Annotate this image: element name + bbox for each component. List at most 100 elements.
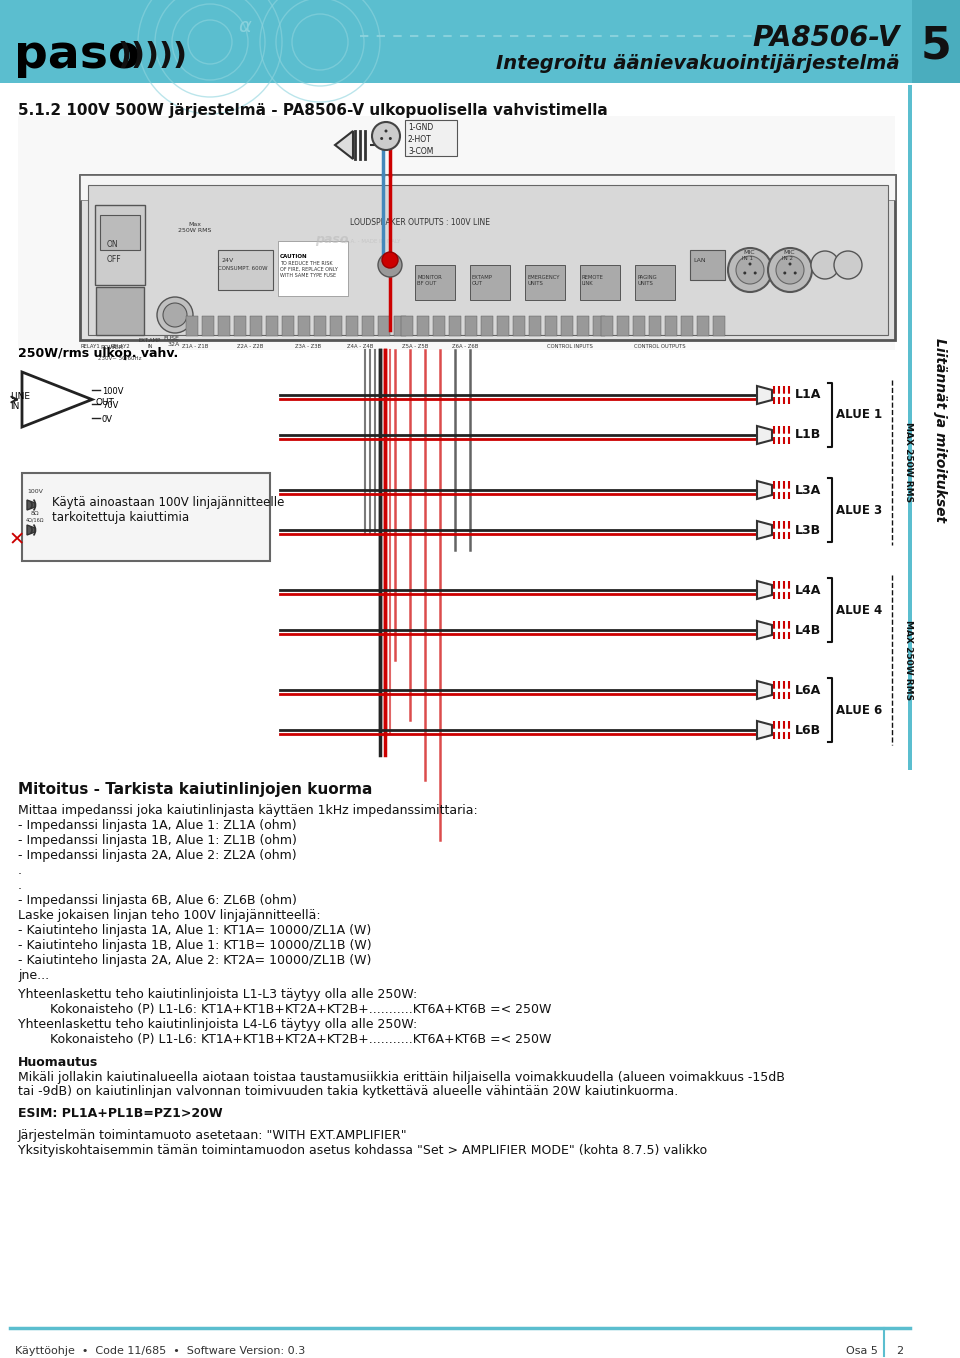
Text: - Impedanssi linjasta 1B, Alue 1: ZL1B (ohm): - Impedanssi linjasta 1B, Alue 1: ZL1B (… [18,834,297,847]
Polygon shape [757,621,772,640]
Bar [282,316,294,335]
Circle shape [378,253,402,277]
Bar [330,316,342,335]
Text: 5.1.2 100V 500W järjestelmä - PA8506-V ulkopuolisella vahvistimella: 5.1.2 100V 500W järjestelmä - PA8506-V u… [18,103,608,118]
Text: Yhteenlaskettu teho kaiutinlinjoista L1-L3 täytyy olla alle 250W:: Yhteenlaskettu teho kaiutinlinjoista L1-… [18,989,418,1001]
Bar [449,316,461,335]
Text: Yhteenlaskettu teho kaiutinlinjoista L4-L6 täytyy olla alle 250W:: Yhteenlaskettu teho kaiutinlinjoista L4-… [18,1018,418,1031]
Circle shape [768,249,812,292]
Text: L6B: L6B [795,724,821,736]
Bar [681,316,693,335]
Text: Max
250W RMS: Max 250W RMS [179,223,212,234]
Text: Käytä ainoastaan 100V linjajännitteelle: Käytä ainoastaan 100V linjajännitteelle [52,496,284,509]
Bar [697,316,709,335]
Text: MIC: MIC [783,250,795,255]
Text: 250W/rms ulkop. vahv.: 250W/rms ulkop. vahv. [18,348,179,360]
Text: L4B: L4B [795,623,821,637]
Text: - Impedanssi linjasta 6B, Alue 6: ZL6B (ohm): - Impedanssi linjasta 6B, Alue 6: ZL6B (… [18,894,297,907]
Text: 230V~ 50/60Hz: 230V~ 50/60Hz [98,354,141,360]
Text: PA8506-V: PA8506-V [753,24,900,52]
Text: Z4A - Z4B: Z4A - Z4B [347,344,373,349]
Bar [593,316,605,335]
Text: Yksityiskohtaisemmin tämän toimintamuodon asetus kohdassa "Set > AMPLIFIER MODE": Yksityiskohtaisemmin tämän toimintamuodo… [18,1143,708,1157]
Bar [497,316,509,335]
Bar [218,250,273,291]
Bar [525,265,565,300]
Text: REMOTE
LINK: REMOTE LINK [582,276,604,285]
Bar [912,0,960,83]
Text: 5: 5 [921,24,951,68]
Bar [346,316,358,335]
Circle shape [380,137,383,140]
Text: Z2A - Z2B: Z2A - Z2B [237,344,263,349]
Bar [513,316,525,335]
Bar [80,175,895,340]
Text: OFF: OFF [107,255,122,263]
Text: 3-COM: 3-COM [408,147,433,156]
Text: 0V: 0V [102,416,113,425]
Polygon shape [22,372,92,426]
Bar [908,86,912,770]
Bar [415,265,455,300]
Text: 100V: 100V [102,387,124,397]
Text: Huomautus: Huomautus [18,1057,98,1069]
Text: MONITOR
BF OUT: MONITOR BF OUT [417,276,442,285]
Bar [186,316,198,335]
Text: LINE: LINE [10,392,30,401]
Bar [250,316,262,335]
Polygon shape [757,481,772,498]
Text: ✕: ✕ [9,531,25,550]
Polygon shape [757,521,772,539]
Text: .: . [18,864,22,877]
Text: Z5A - Z5B: Z5A - Z5B [402,344,428,349]
Text: 100V: 100V [27,489,43,494]
Circle shape [163,303,187,327]
Text: FUSE: FUSE [163,335,179,341]
Bar [405,120,457,156]
Bar [577,316,589,335]
Circle shape [736,257,764,284]
Text: tai -9dB) on kaiutinlinjan valvonnan toimivuuden takia kytkettävä alueelle vähin: tai -9dB) on kaiutinlinjan valvonnan toi… [18,1085,679,1099]
Text: CAUTION: CAUTION [280,254,307,259]
Bar [401,316,413,335]
Bar [378,316,390,335]
Bar [580,265,620,300]
Text: OUT: OUT [95,398,114,407]
Text: α: α [238,18,251,37]
Bar [665,316,677,335]
Bar [713,316,725,335]
Text: LAN: LAN [693,258,706,263]
Text: CONTROL OUTPUTS: CONTROL OUTPUTS [635,344,685,349]
Text: Z3A - Z3B: Z3A - Z3B [295,344,321,349]
Text: CONTROL INPUTS: CONTROL INPUTS [547,344,593,349]
Text: - Impedanssi linjasta 1A, Alue 1: ZL1A (ohm): - Impedanssi linjasta 1A, Alue 1: ZL1A (… [18,819,297,832]
Text: ALUE 3: ALUE 3 [836,504,882,516]
Text: - Kaiutinteho linjasta 2A, Alue 2: KT2A= 10000/ZL1B (W): - Kaiutinteho linjasta 2A, Alue 2: KT2A=… [18,955,372,967]
Polygon shape [757,680,772,699]
Bar [80,175,895,200]
Bar [100,215,140,250]
Circle shape [372,122,400,149]
Text: 24V: 24V [222,258,234,263]
Text: MAX 250W RMS: MAX 250W RMS [903,422,913,502]
Circle shape [754,272,756,274]
Text: 70V: 70V [102,402,118,410]
Text: Mittaa impedanssi joka kaiutinlinjasta käyttäen 1kHz impedanssimittaria:: Mittaa impedanssi joka kaiutinlinjasta k… [18,804,478,818]
Text: POWER: POWER [100,345,123,350]
Bar [561,316,573,335]
Circle shape [382,253,398,268]
Bar [601,316,613,335]
Bar [417,316,429,335]
Text: L3B: L3B [795,523,821,536]
Text: PAGING
UNITS: PAGING UNITS [637,276,657,285]
Circle shape [157,297,193,333]
Bar [529,316,541,335]
Text: Mitoitus - Tarkista kaiutinlinjojen kuorma: Mitoitus - Tarkista kaiutinlinjojen kuor… [18,782,372,797]
Bar [649,316,661,335]
Bar [633,316,645,335]
Polygon shape [27,500,35,511]
Bar [18,115,895,350]
Text: - Kaiutinteho linjasta 1A, Alue 1: KT1A= 10000/ZL1A (W): - Kaiutinteho linjasta 1A, Alue 1: KT1A=… [18,923,372,937]
Text: L3A: L3A [795,483,821,497]
Bar [22,473,270,561]
